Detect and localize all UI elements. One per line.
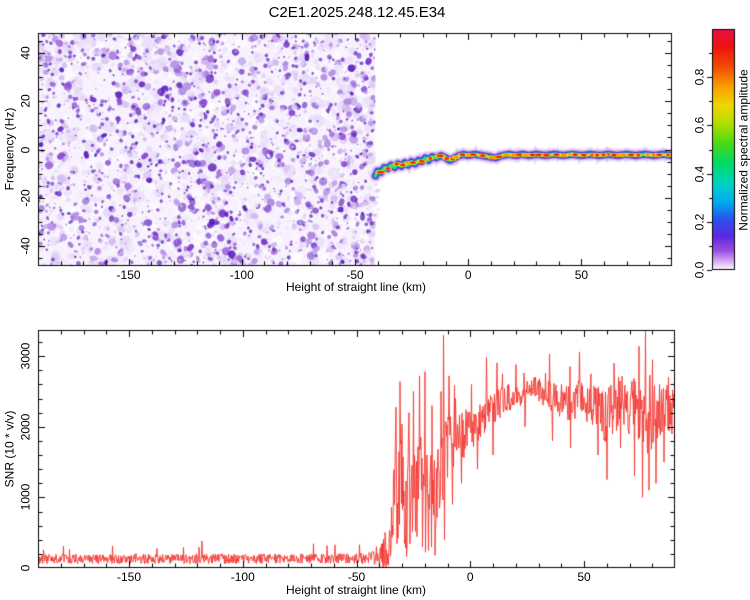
bottom-xlabel: Height of straight line (km) xyxy=(285,583,427,597)
tick-label: 20 xyxy=(18,94,33,109)
bottom-ylabel: SNR (10 * v/v) xyxy=(2,410,17,488)
tick-label: 0.2 xyxy=(692,213,707,231)
tick-label: 3000 xyxy=(18,342,33,370)
tick-label: 0.6 xyxy=(692,117,707,134)
tick-label: 0.4 xyxy=(692,165,707,182)
top-ylabel: Frequency (Hz) xyxy=(2,107,17,191)
top-xlabel: Height of straight line (km) xyxy=(285,280,427,294)
tick-label: 50 xyxy=(577,570,591,584)
tick-label: 0.8 xyxy=(692,68,707,86)
tick-label: -50 xyxy=(346,268,364,282)
tick-label: -20 xyxy=(18,188,33,207)
tick-label: 1000 xyxy=(18,484,33,511)
tick-label: 0 xyxy=(466,570,474,584)
tick-label: 0 xyxy=(464,268,472,282)
tick-label: -40 xyxy=(18,236,33,255)
tick-label: -100 xyxy=(229,268,254,282)
tick-label: -100 xyxy=(230,570,255,584)
tick-label: 0.0 xyxy=(692,261,707,279)
tick-label: 50 xyxy=(574,268,589,282)
tick-label: 2000 xyxy=(18,413,33,441)
tick-label: -50 xyxy=(347,570,366,584)
tick-label: 0 xyxy=(18,146,33,153)
tick-label: 0 xyxy=(18,564,33,572)
tick-label: -150 xyxy=(116,570,142,584)
tick-label: -150 xyxy=(116,268,141,282)
tick-label: 40 xyxy=(18,46,33,61)
colorbar-label: Normalized spectral amplitude xyxy=(736,69,750,231)
figure-title: C2E1.2025.248.12.45.E34 xyxy=(268,4,446,21)
